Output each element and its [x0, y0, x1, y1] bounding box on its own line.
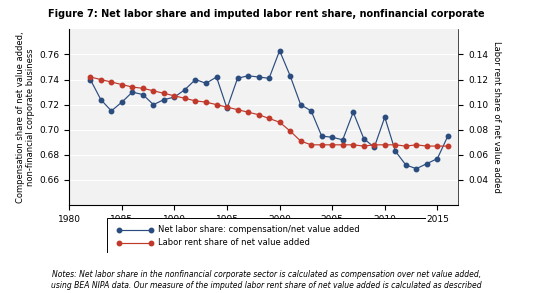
FancyBboxPatch shape	[107, 218, 426, 253]
Y-axis label: Compensation share of net value added,
non-financial corporate business: Compensation share of net value added, n…	[16, 31, 35, 203]
Text: Net labor share: compensation/net value added: Net labor share: compensation/net value …	[158, 225, 359, 234]
Y-axis label: Labor rent share of net value added: Labor rent share of net value added	[492, 41, 502, 193]
Text: Labor rent share of net value added: Labor rent share of net value added	[158, 239, 310, 247]
Text: Notes: Net labor share in the nonfinancial corporate sector is calculated as com: Notes: Net labor share in the nonfinanci…	[51, 270, 482, 293]
Text: Figure 7: Net labor share and imputed labor rent share, nonfinancial corporate: Figure 7: Net labor share and imputed la…	[48, 9, 485, 19]
